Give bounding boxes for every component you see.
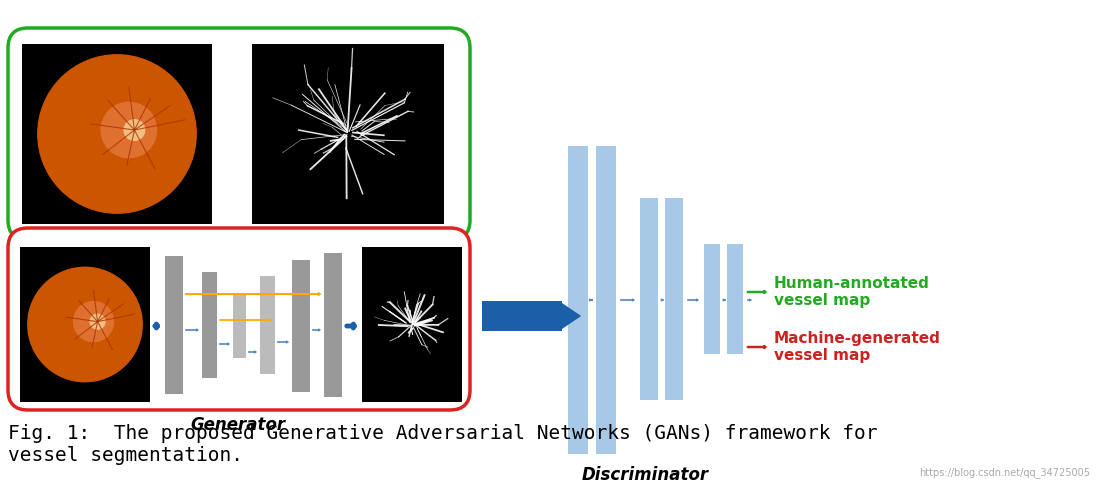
Text: Discriminator: Discriminator — [582, 466, 708, 482]
FancyBboxPatch shape — [568, 146, 588, 454]
Text: Human-annotated
vessel map: Human-annotated vessel map — [774, 276, 930, 308]
FancyBboxPatch shape — [165, 256, 183, 394]
Circle shape — [90, 314, 104, 329]
FancyBboxPatch shape — [596, 146, 616, 454]
Text: Fig. 1:  The proposed Generative Adversarial Networks (GANs) framework for
vesse: Fig. 1: The proposed Generative Adversar… — [8, 424, 878, 465]
FancyBboxPatch shape — [22, 44, 212, 224]
FancyBboxPatch shape — [260, 276, 275, 374]
FancyBboxPatch shape — [233, 294, 246, 358]
FancyBboxPatch shape — [292, 260, 310, 392]
Circle shape — [74, 302, 113, 342]
Text: Machine-generated
vessel map: Machine-generated vessel map — [774, 331, 940, 363]
Text: https://blog.csdn.net/qq_34725005: https://blog.csdn.net/qq_34725005 — [918, 467, 1090, 478]
Circle shape — [28, 268, 142, 382]
FancyBboxPatch shape — [8, 28, 470, 240]
Polygon shape — [482, 301, 581, 331]
FancyBboxPatch shape — [20, 247, 150, 402]
FancyBboxPatch shape — [362, 247, 462, 402]
FancyBboxPatch shape — [324, 253, 342, 397]
Circle shape — [101, 102, 156, 158]
FancyBboxPatch shape — [640, 198, 658, 400]
FancyBboxPatch shape — [202, 272, 217, 378]
Text: Generator: Generator — [190, 416, 286, 434]
Circle shape — [124, 120, 145, 140]
FancyBboxPatch shape — [8, 228, 470, 410]
Circle shape — [37, 55, 196, 213]
FancyBboxPatch shape — [704, 244, 720, 354]
FancyBboxPatch shape — [252, 44, 444, 224]
FancyBboxPatch shape — [727, 244, 742, 354]
FancyBboxPatch shape — [666, 198, 683, 400]
